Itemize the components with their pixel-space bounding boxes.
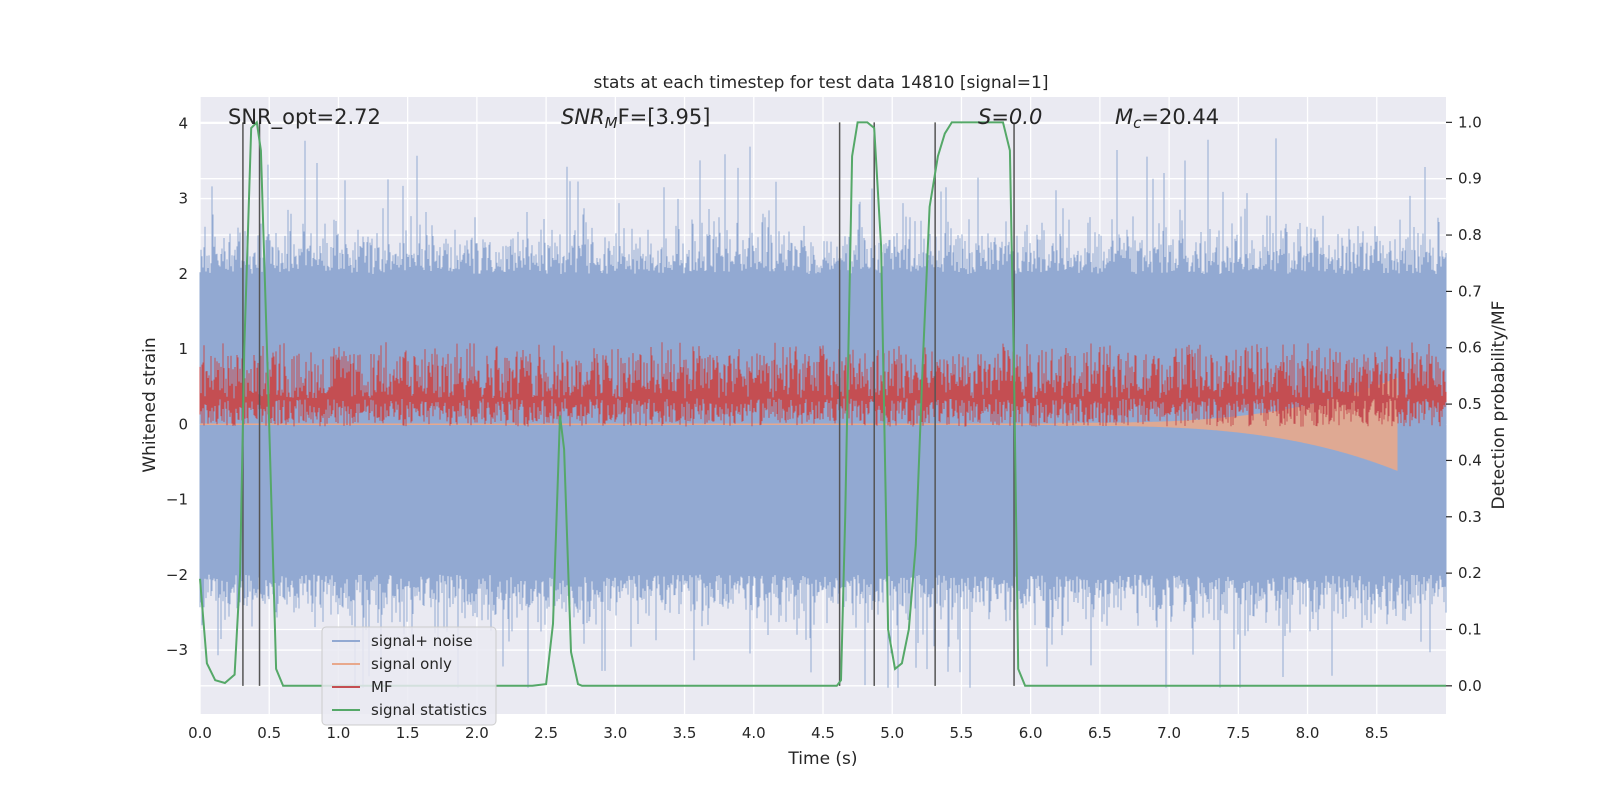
y-tick-label-left: −1 (166, 491, 188, 509)
y-tick-label-right: 0.7 (1458, 282, 1482, 300)
annotation-mc-prefix: M (1115, 105, 1133, 129)
x-tick-label: 6.5 (1088, 724, 1112, 742)
x-tick-label: 2.0 (465, 724, 489, 742)
y-tick-label-right: 0.2 (1458, 564, 1482, 582)
legend-entry: MF (371, 678, 393, 696)
signal-plus-noise-upper (199, 138, 1447, 425)
x-tick-label: 7.0 (1157, 724, 1181, 742)
y-tick-label-left: 4 (178, 114, 188, 132)
x-tick-label: 6.0 (1019, 724, 1043, 742)
signal-plus-noise-lower (199, 424, 1447, 688)
signal-statistics-line (199, 120, 1446, 687)
x-tick-label: 2.5 (534, 724, 558, 742)
legend-entry: signal only (371, 655, 452, 673)
signal-statistics-series (199, 120, 1446, 687)
x-tick-label: 1.5 (396, 724, 420, 742)
x-tick-label: 0.0 (188, 724, 212, 742)
x-tick-label: 3.0 (603, 724, 627, 742)
y-tick-label-left: −2 (166, 566, 188, 584)
x-tick-label: 1.0 (327, 724, 351, 742)
annotation-s-value: S=0.0 (978, 105, 1042, 129)
mf-series (199, 342, 1447, 427)
x-tick-label: 3.5 (673, 724, 697, 742)
y-tick-label-left: 3 (178, 190, 188, 208)
legend-box (321, 626, 497, 726)
legend-entry: signal+ noise (371, 632, 473, 650)
annotation-snr-mf-subscript: M (605, 114, 618, 132)
y-tick-label-left: −3 (166, 641, 188, 659)
axis-ticks: 0.0 0.5 1.0 1.5 2.0 2.5 3.0 3.5 4.0 4.5 5.0 5.5 6.0 6… (166, 113, 1482, 742)
x-tick-label: 5.5 (950, 724, 974, 742)
y-tick-label-right: 0.1 (1458, 620, 1482, 638)
annotation-mc-subscript: c (1133, 114, 1142, 132)
x-tick-label: 4.5 (811, 724, 835, 742)
y-tick-label-left: 2 (178, 265, 188, 283)
annotation-mc-suffix: =20.44 (1141, 105, 1219, 129)
y-axis-label-right: Detection probability/MF (1489, 301, 1509, 510)
y-tick-label-right: 0.3 (1458, 508, 1482, 526)
y-axis-label-left: Whitened strain (140, 337, 160, 472)
signal-only-series (200, 377, 1398, 471)
x-tick-label: 0.5 (257, 724, 281, 742)
y-tick-label-right: 0.8 (1458, 226, 1482, 244)
x-tick-label: 8.5 (1365, 724, 1389, 742)
x-tick-label: 8.0 (1296, 724, 1320, 742)
mf-band (199, 342, 1447, 427)
chart-title: stats at each timestep for test data 148… (594, 73, 1049, 93)
y-tick-label-right: 0.6 (1458, 339, 1482, 357)
y-tick-label-right: 0.9 (1458, 170, 1482, 188)
x-tick-label: 5.0 (880, 724, 904, 742)
x-axis-label: Time (s) (787, 749, 857, 769)
y-tick-label-right: 0.0 (1458, 677, 1482, 695)
y-tick-label-right: 0.5 (1458, 395, 1482, 413)
y-tick-label-right: 1.0 (1458, 113, 1482, 131)
x-tick-label: 4.0 (742, 724, 766, 742)
annotation-snr-mf: SNRMF=[3.95] (561, 105, 710, 132)
y-tick-label-left: 1 (178, 340, 188, 358)
annotation-snr-opt: SNR_opt=2.72 (228, 105, 381, 130)
annotation-snr-mf-suffix: F=[3.95] (618, 105, 711, 129)
annotation-mc: Mc=20.44 (1115, 105, 1219, 132)
y-tick-label-left: 0 (178, 415, 188, 433)
annotations: SNR_opt=2.72 SNRMF=[3.95] S=0.0 Mc=20.44 (228, 105, 1219, 132)
y-tick-label-right: 0.4 (1458, 451, 1482, 469)
annotation-snr-mf-prefix: SNR (561, 105, 605, 129)
legend-entry: signal statistics (371, 701, 487, 719)
legend: signal+ noise signal only MF signal statist… (321, 626, 497, 726)
x-tick-label: 7.5 (1226, 724, 1250, 742)
